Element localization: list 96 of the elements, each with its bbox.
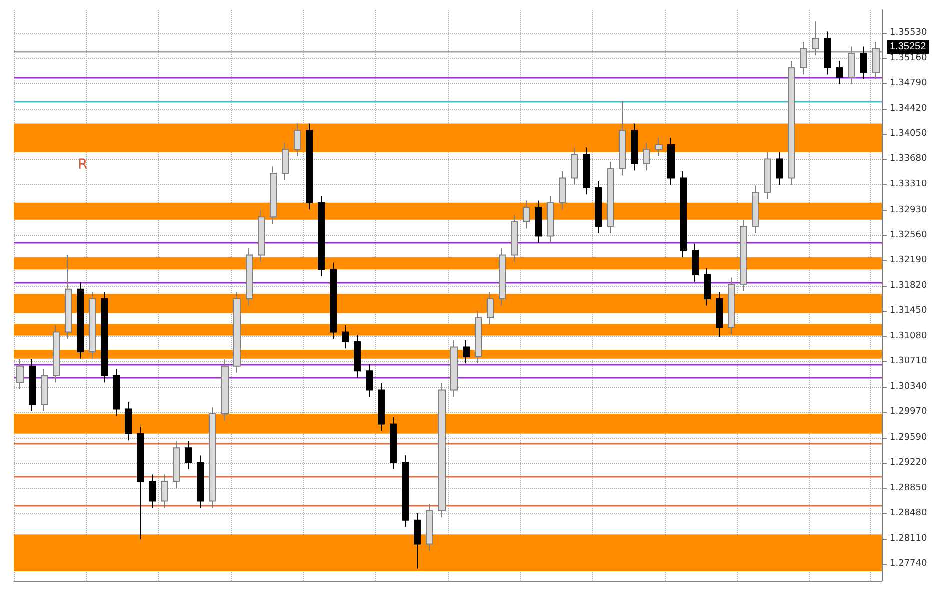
candlestick — [318, 196, 325, 277]
candlestick — [402, 455, 409, 528]
ref-line-label: 1.35252 — [890, 42, 927, 53]
candlestick — [282, 142, 289, 181]
candlestick — [547, 196, 554, 244]
candlestick — [499, 248, 506, 306]
candlestick — [414, 513, 421, 570]
candlestick — [378, 382, 385, 432]
candlestick — [680, 170, 687, 258]
candlestick — [836, 60, 843, 85]
candlestick — [643, 142, 650, 172]
candlestick — [390, 416, 397, 470]
y-tick-label: 1.32930 — [890, 205, 928, 216]
y-tick-label: 1.30340 — [890, 382, 928, 392]
candlestick — [77, 282, 84, 360]
y-tick-label: 1.31450 — [890, 306, 928, 316]
candlestick — [306, 123, 313, 210]
candlestick — [209, 406, 216, 509]
candlestick — [463, 340, 470, 364]
candlestick — [221, 359, 229, 422]
candlestick — [716, 292, 723, 338]
y-tick-label: 1.34050 — [890, 129, 928, 140]
candlestick — [16, 359, 24, 390]
candlestick — [438, 382, 446, 518]
candlestick — [197, 455, 204, 509]
candlestick — [571, 147, 578, 186]
candlestick — [53, 324, 60, 384]
y-tick-label: 1.32560 — [890, 230, 928, 241]
candlestick — [487, 292, 494, 326]
y-tick-label: 1.34420 — [890, 104, 928, 114]
candlestick — [113, 368, 120, 417]
y-tick-label: 1.34790 — [890, 78, 928, 89]
candlestick — [511, 214, 518, 263]
candlestick — [631, 123, 638, 172]
candlestick — [704, 268, 711, 306]
candlestick — [270, 166, 277, 224]
candlestick — [330, 262, 337, 340]
candlestick — [475, 310, 482, 364]
y-tick-label: 1.31080 — [890, 331, 928, 342]
candlestick — [619, 100, 626, 176]
candlestick — [185, 440, 192, 470]
candlestick — [728, 277, 735, 335]
candlestick — [848, 46, 855, 85]
y-tick-label: 1.29220 — [890, 458, 928, 468]
candlestick — [583, 147, 590, 196]
candlestick — [523, 200, 530, 230]
candlestick — [824, 31, 831, 76]
candlestick — [173, 440, 180, 489]
candlestick — [233, 292, 241, 374]
candlestick — [41, 368, 48, 412]
y-tick-label: 1.30710 — [890, 356, 928, 367]
y-tick-label: 1.28850 — [890, 483, 928, 494]
candlestick — [667, 138, 675, 186]
candlestick — [812, 21, 819, 56]
y-tick-label: 1.32190 — [890, 256, 928, 266]
candlestick — [29, 359, 36, 412]
candlestick — [65, 254, 72, 340]
candlestick — [89, 292, 96, 360]
candlestick — [450, 340, 458, 398]
candlestick — [860, 46, 867, 80]
candlestick — [752, 185, 759, 234]
candlestick — [246, 248, 253, 306]
candlestick — [655, 138, 663, 157]
candlestick — [137, 426, 144, 540]
candlestick — [692, 243, 699, 282]
candlestick — [788, 60, 795, 186]
candlestick — [764, 152, 771, 200]
candlestick — [366, 364, 373, 398]
candlestick — [800, 42, 807, 76]
candlestick — [426, 504, 433, 552]
candlestick — [535, 200, 542, 244]
candlestick — [161, 474, 168, 509]
candlestick — [595, 180, 602, 234]
y-tick-label: 1.35160 — [890, 53, 928, 64]
candlestick — [872, 42, 880, 80]
y-tick-label: 1.33310 — [890, 179, 928, 190]
candlestick — [101, 292, 108, 384]
y-tick-label: 1.28110 — [890, 534, 928, 544]
candlestick — [258, 210, 265, 263]
y-tick-label: 1.33680 — [890, 154, 928, 164]
candlestick — [740, 219, 747, 292]
candlestick — [294, 123, 301, 157]
candlestick — [125, 402, 132, 442]
candlestick — [342, 324, 349, 350]
candlestick — [354, 334, 361, 378]
candlestick — [559, 170, 566, 210]
y-tick-label: 1.31820 — [890, 280, 928, 291]
y-tick-label: 1.29970 — [890, 407, 928, 418]
y-tick-label: 1.29590 — [890, 432, 928, 443]
candlestick — [607, 161, 614, 234]
annotation: R — [78, 157, 88, 173]
y-tick-label: 1.28480 — [890, 508, 928, 519]
candlestick — [776, 152, 783, 186]
y-tick-label: 1.27740 — [890, 558, 928, 569]
y-tick-label: 1.35530 — [890, 28, 928, 38]
candlestick — [149, 474, 156, 509]
